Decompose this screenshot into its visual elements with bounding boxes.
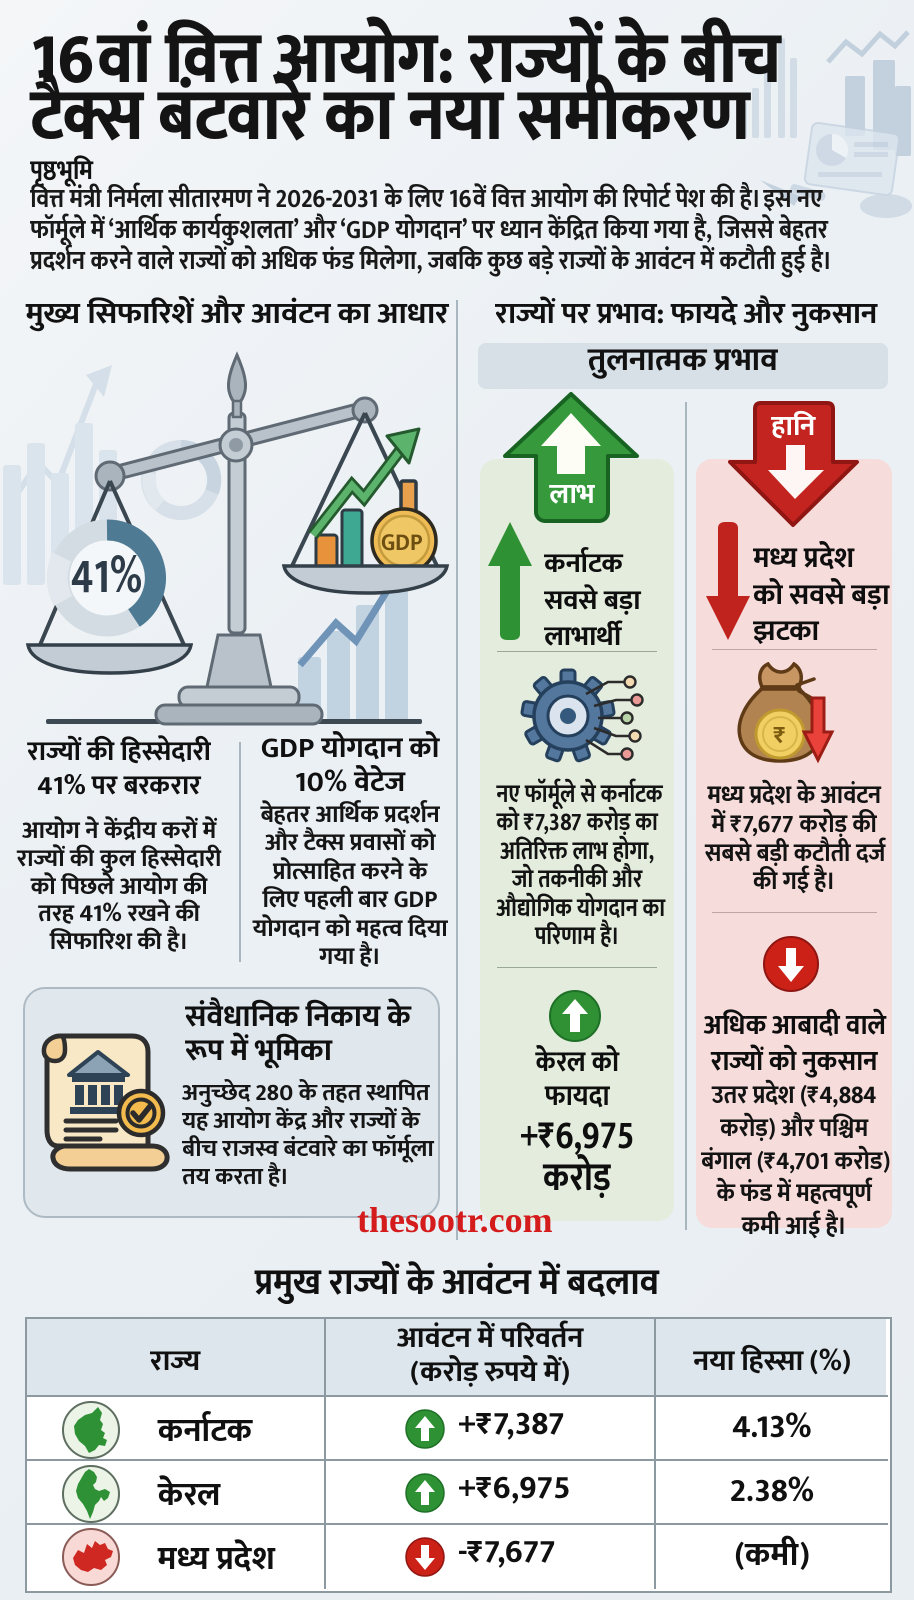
svg-text:41%: 41% [71, 536, 142, 618]
svg-text:₹: ₹ [774, 716, 787, 757]
svg-text:GDP: GDP [381, 524, 423, 563]
